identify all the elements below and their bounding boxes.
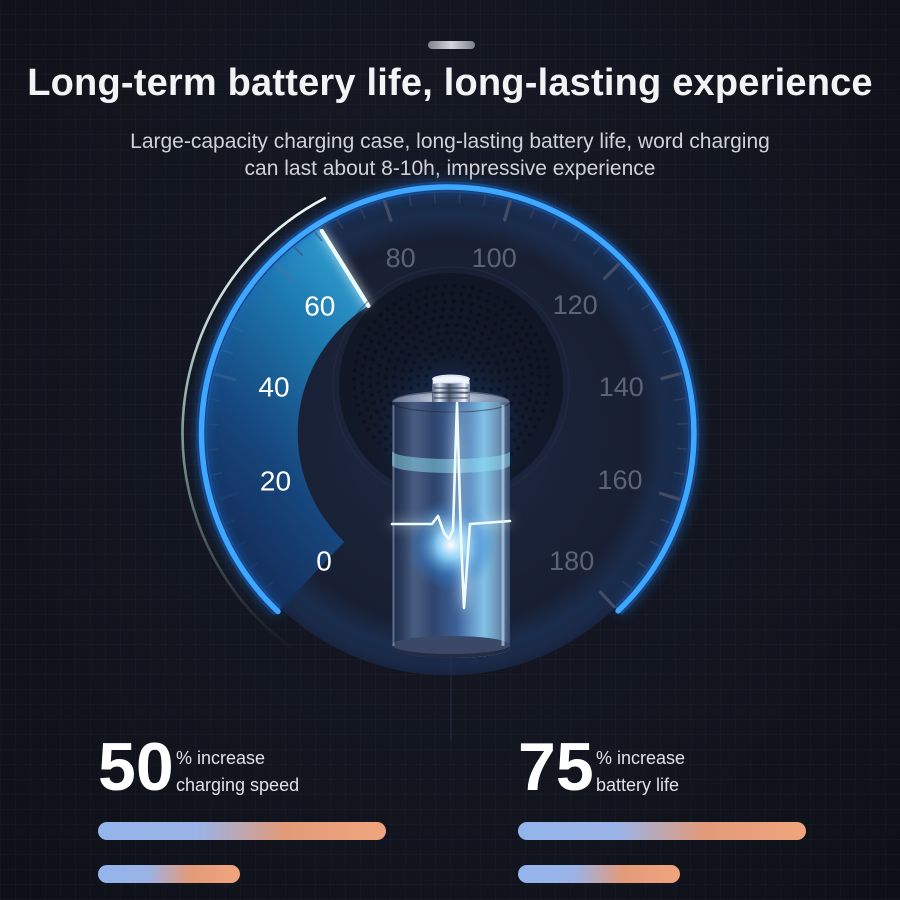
svg-text:160: 160 <box>597 465 642 495</box>
svg-text:180: 180 <box>549 546 594 576</box>
svg-text:60: 60 <box>304 290 335 321</box>
svg-text:0: 0 <box>316 545 332 576</box>
svg-text:40: 40 <box>258 371 289 402</box>
svg-text:80: 80 <box>386 243 416 273</box>
svg-text:120: 120 <box>553 290 598 320</box>
svg-text:20: 20 <box>260 465 291 496</box>
svg-text:140: 140 <box>599 372 644 402</box>
svg-text:100: 100 <box>472 243 517 273</box>
